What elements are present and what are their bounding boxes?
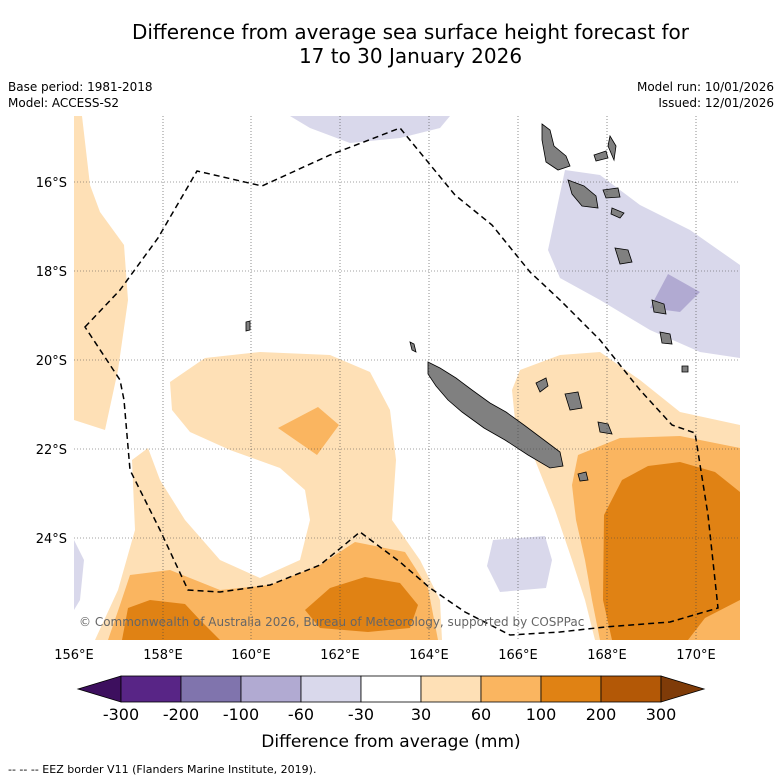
colorbar-tick: 200 bbox=[586, 705, 617, 724]
vanuatu-island-b bbox=[607, 134, 617, 162]
reef-islet-b bbox=[409, 341, 417, 353]
colorbar-tick: 30 bbox=[411, 705, 431, 724]
colorbar-tick: 300 bbox=[646, 705, 677, 724]
loyalty-islands-a bbox=[564, 391, 583, 411]
colorbar-tick: 60 bbox=[471, 705, 491, 724]
model-run: Model run: 10/01/2026 bbox=[636, 80, 774, 94]
vanuatu-island-c bbox=[567, 179, 599, 209]
lat-label: 18°S bbox=[36, 265, 67, 280]
lat-labels: 16°S 18°S 20°S 22°S 24°S bbox=[36, 176, 67, 547]
meta-left: Base period: 1981-2018 Model: ACCESS-S2 bbox=[8, 79, 153, 111]
reef-islet-a bbox=[245, 320, 251, 332]
new-caledonia-island bbox=[427, 361, 564, 469]
chesterfield-islet bbox=[535, 377, 549, 393]
contour-100-sw bbox=[122, 600, 220, 640]
lon-labels: 156°E 158°E 160°E 162°E 164°E 166°E 168°… bbox=[54, 648, 716, 663]
lon-label: 160°E bbox=[231, 648, 271, 663]
vanuatu-island-f bbox=[614, 247, 633, 265]
colorbar-tick: 100 bbox=[526, 705, 557, 724]
map-area bbox=[74, 116, 740, 640]
contour-100-east bbox=[603, 462, 740, 640]
colorbar-swatch bbox=[120, 675, 182, 703]
copyright-text: © Commonwealth of Australia 2026, Bureau… bbox=[79, 615, 584, 629]
contour-neg60-east bbox=[650, 274, 700, 312]
colorbar-arrow-left bbox=[76, 675, 122, 703]
colorbar-swatch bbox=[480, 675, 542, 703]
lat-label: 24°S bbox=[36, 532, 67, 547]
meta-right: Model run: 10/01/2026 Issued: 12/01/2026 bbox=[637, 79, 774, 111]
loyalty-islands-b bbox=[597, 421, 613, 435]
contour-30-west bbox=[74, 116, 128, 430]
vanuatu-island-a bbox=[593, 150, 609, 162]
lon-label: 168°E bbox=[587, 648, 627, 663]
contour-neg30-east bbox=[548, 170, 740, 358]
title-line-2: 17 to 30 January 2026 bbox=[298, 44, 523, 68]
colorbar-swatch bbox=[180, 675, 242, 703]
reef-islet-c bbox=[681, 365, 689, 373]
colorbar-swatch bbox=[420, 675, 482, 703]
vanuatu-island-d bbox=[602, 187, 621, 199]
vanuatu-island-h bbox=[659, 331, 673, 345]
colorbar-swatch bbox=[540, 675, 602, 703]
lon-label: 162°E bbox=[320, 648, 360, 663]
colorbar-swatch bbox=[300, 675, 362, 703]
lon-label: 166°E bbox=[498, 648, 538, 663]
gridlines bbox=[74, 116, 740, 640]
eez-legend: -- -- -- EEZ border V11 (Flanders Marine… bbox=[8, 763, 317, 776]
lon-label: 158°E bbox=[143, 648, 183, 663]
contour-100-central bbox=[305, 577, 418, 632]
chart-title: Difference from average sea surface heig… bbox=[0, 20, 781, 68]
lat-label: 16°S bbox=[36, 176, 67, 191]
colorbar-swatch bbox=[240, 675, 302, 703]
colorbar-tick: -300 bbox=[103, 705, 139, 724]
lat-label: 22°S bbox=[36, 443, 67, 458]
colorbar-tick: -60 bbox=[288, 705, 314, 724]
colorbar-tick: -30 bbox=[348, 705, 374, 724]
eez-border bbox=[84, 127, 719, 636]
lon-label: 164°E bbox=[409, 648, 449, 663]
contour-neg30-north bbox=[290, 116, 450, 143]
isle-of-pines bbox=[577, 471, 589, 482]
colorbar-swatch bbox=[360, 675, 422, 703]
contour-60-patch bbox=[278, 407, 339, 455]
land bbox=[245, 123, 689, 482]
lat-label: 20°S bbox=[36, 354, 67, 369]
lon-label: 170°E bbox=[676, 648, 716, 663]
base-period: Base period: 1981-2018 bbox=[8, 80, 153, 94]
vanuatu-north-island bbox=[541, 123, 571, 171]
colorbar-swatch bbox=[600, 675, 662, 703]
colorbar bbox=[76, 675, 706, 703]
contour-neg30-south bbox=[487, 536, 552, 592]
colorbar-ticks: -300 -200 -100 -60 -30 30 60 100 200 300 bbox=[103, 705, 676, 724]
vanuatu-island-e bbox=[610, 207, 625, 219]
colorbar-label: Difference from average (mm) bbox=[261, 732, 520, 752]
vanuatu-island-g bbox=[651, 299, 667, 315]
contour-neg30-sw bbox=[74, 540, 84, 610]
issued-date: Issued: 12/01/2026 bbox=[658, 96, 774, 110]
colorbar-tick: -100 bbox=[223, 705, 259, 724]
lon-label: 156°E bbox=[54, 648, 94, 663]
title-line-1: Difference from average sea surface heig… bbox=[131, 20, 690, 44]
model-name: Model: ACCESS-S2 bbox=[8, 96, 120, 110]
colorbar-arrow-right bbox=[660, 675, 706, 703]
colorbar-tick: -200 bbox=[163, 705, 199, 724]
